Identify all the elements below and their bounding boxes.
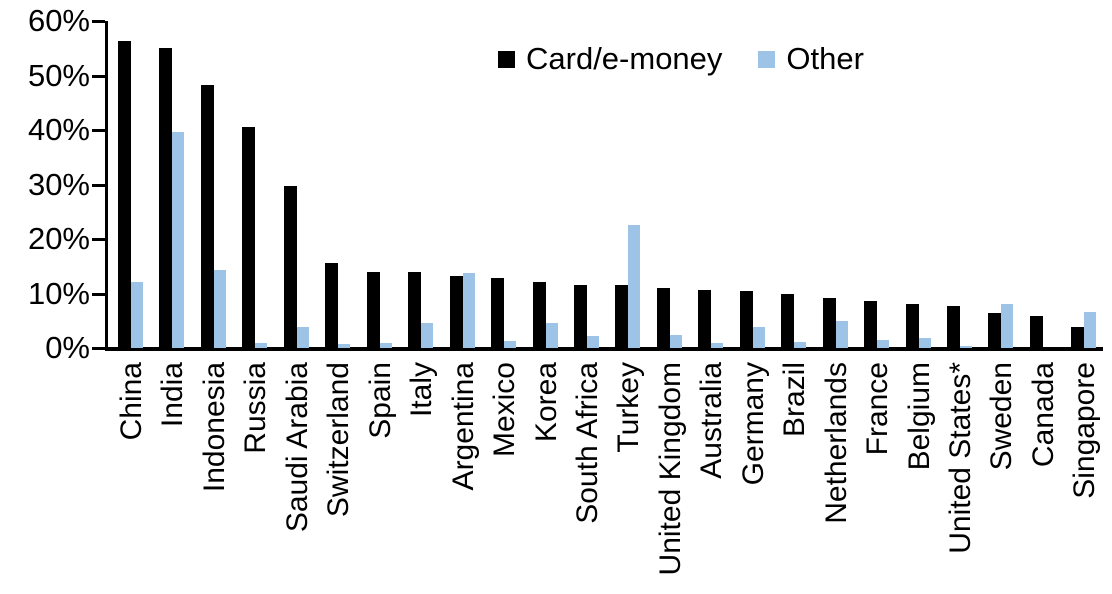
bar-card-e-money-belgium xyxy=(906,304,919,348)
bar-other-turkey xyxy=(628,225,640,348)
x-label-brazil: Brazil xyxy=(778,362,812,438)
bar-other-china xyxy=(131,282,143,348)
y-tick-mark xyxy=(92,129,105,132)
bar-card-e-money-france xyxy=(864,301,877,348)
bar-card-e-money-switzerland xyxy=(325,263,338,348)
bar-other-germany xyxy=(753,327,765,348)
x-label-switzerland: Switzerland xyxy=(322,362,356,518)
y-tick-mark xyxy=(92,292,105,296)
bar-other-argentina xyxy=(463,273,475,348)
bar-card-e-money-india xyxy=(159,48,172,348)
x-label-india: India xyxy=(156,362,190,428)
bar-card-e-money-korea xyxy=(533,282,546,348)
bar-card-e-money-south-africa xyxy=(574,285,587,348)
x-label-germany: Germany xyxy=(736,362,770,486)
legend-item-card-e-money: Card/e-money xyxy=(498,42,722,76)
x-label-france: France xyxy=(861,362,895,456)
bar-other-france xyxy=(877,340,889,348)
bar-card-e-money-brazil xyxy=(781,294,794,348)
y-tick-label: 0% xyxy=(45,330,90,365)
bar-other-netherlands xyxy=(836,321,848,348)
bar-other-brazil xyxy=(794,342,806,348)
x-label-united-states: United States* xyxy=(944,362,977,554)
legend-item-other: Other xyxy=(758,42,864,76)
y-tick-label: 10% xyxy=(27,275,90,311)
x-label-spain: Spain xyxy=(363,362,397,439)
x-label-italy: Italy xyxy=(405,362,439,418)
bar-card-e-money-russia xyxy=(242,127,255,348)
bar-other-korea xyxy=(546,323,558,348)
bar-card-e-money-china xyxy=(118,41,131,348)
bar-card-e-money-germany xyxy=(740,291,753,348)
x-label-canada: Canada xyxy=(1026,362,1060,468)
bar-other-switzerland xyxy=(338,344,350,348)
x-axis-line xyxy=(105,347,1103,351)
bar-card-e-money-spain xyxy=(367,272,380,348)
x-label-australia: Australia xyxy=(695,362,729,479)
legend-label: Other xyxy=(786,41,864,76)
bar-other-united-states xyxy=(960,346,972,348)
y-tick-label: 50% xyxy=(27,57,90,93)
bar-other-singapore xyxy=(1084,312,1096,348)
bar-other-spain xyxy=(380,343,392,348)
legend: Card/e-money Other xyxy=(498,42,864,76)
x-label-china: China xyxy=(115,362,148,441)
x-label-indonesia: Indonesia xyxy=(197,362,231,493)
y-tick-label: 40% xyxy=(27,112,90,147)
legend-label: Card/e-money xyxy=(526,41,723,76)
bar-card-e-money-netherlands xyxy=(823,298,836,348)
bar-card-e-money-canada xyxy=(1030,316,1043,348)
bar-other-mexico xyxy=(504,341,516,348)
legend-swatch-icon xyxy=(498,50,515,68)
bar-other-russia xyxy=(255,343,267,348)
bar-card-e-money-mexico xyxy=(491,278,504,348)
x-label-south-africa: South Africa xyxy=(570,362,604,524)
x-label-singapore: Singapore xyxy=(1068,362,1102,499)
x-label-belgium: Belgium xyxy=(902,362,936,471)
bar-card-e-money-italy xyxy=(408,272,421,348)
bar-other-belgium xyxy=(919,338,931,348)
x-label-united-kingdom: United Kingdom xyxy=(653,362,687,576)
y-tick-mark xyxy=(92,238,105,241)
y-tick-mark xyxy=(92,74,105,78)
bar-card-e-money-saudi-arabia xyxy=(284,186,297,348)
y-tick-label: 30% xyxy=(27,166,90,202)
y-tick-label: 20% xyxy=(27,221,90,256)
bar-other-united-kingdom xyxy=(670,335,682,348)
bar-card-e-money-australia xyxy=(698,290,711,348)
bar-card-e-money-united-kingdom xyxy=(657,288,670,348)
legend-swatch-icon xyxy=(758,50,776,68)
x-label-saudi-arabia: Saudi Arabia xyxy=(280,362,314,533)
bar-other-india xyxy=(172,132,184,348)
bar-other-south-africa xyxy=(587,336,599,348)
bar-card-e-money-indonesia xyxy=(201,85,214,348)
bar-other-indonesia xyxy=(214,270,226,348)
bar-card-e-money-united-states xyxy=(947,306,960,348)
y-tick-label: 60% xyxy=(27,3,90,38)
x-label-turkey: Turkey xyxy=(612,362,646,453)
bar-other-saudi-arabia xyxy=(297,327,309,348)
x-label-argentina: Argentina xyxy=(446,362,480,491)
bar-card-e-money-singapore xyxy=(1071,327,1084,348)
bar-other-italy xyxy=(421,323,433,348)
x-label-korea: Korea xyxy=(529,362,563,443)
y-tick-mark xyxy=(92,183,105,187)
bar-other-australia xyxy=(711,343,723,348)
bar-card-e-money-turkey xyxy=(615,285,628,348)
y-tick-mark xyxy=(92,20,105,23)
bar-card-e-money-sweden xyxy=(988,313,1001,348)
x-label-russia: Russia xyxy=(239,362,273,454)
bar-card-e-money-argentina xyxy=(450,276,463,348)
x-label-sweden: Sweden xyxy=(985,362,1019,471)
bar-other-sweden xyxy=(1001,304,1013,348)
x-label-mexico: Mexico xyxy=(488,362,522,458)
x-label-netherlands: Netherlands xyxy=(819,362,853,524)
y-tick-mark xyxy=(92,347,105,350)
y-axis-line xyxy=(105,21,108,351)
